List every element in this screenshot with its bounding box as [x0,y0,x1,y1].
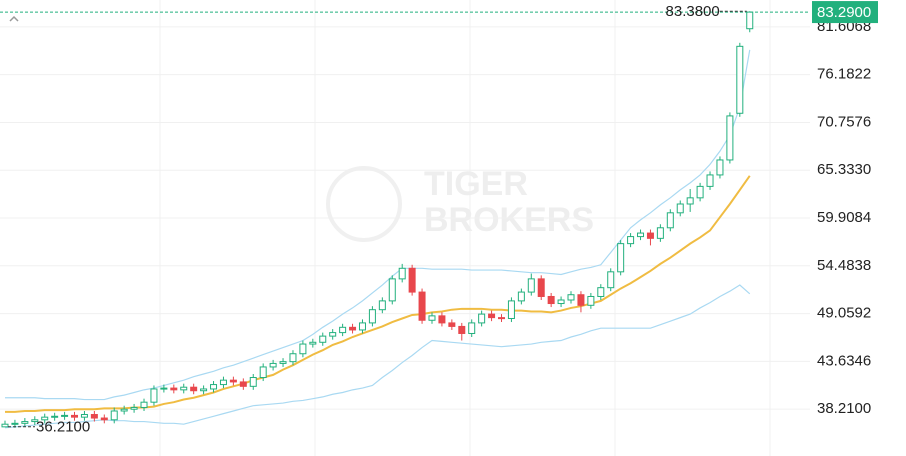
candle-body [607,271,615,289]
candle-body [597,287,605,297]
candle-body [488,313,496,319]
candle-body [170,387,178,391]
candle-body [358,322,366,331]
candle-body [90,414,98,419]
candle-body [180,386,188,391]
y-tick-label: 70.7576 [817,113,871,130]
candle-body [31,419,39,423]
candle-body [468,322,476,334]
candle-body [438,315,446,324]
candle-body [498,317,505,320]
overlay-line [4,284,751,429]
candle-body [617,243,625,273]
candle-body [1,423,9,428]
candle-body [706,174,714,187]
y-tick-label: 38.2100 [817,400,871,417]
candle-body [646,232,654,239]
candle-body [41,416,49,421]
candle-body [656,227,664,239]
vertical-grid [159,0,771,456]
candle-body [398,267,406,280]
high-label: 83.3800 [666,3,720,20]
candle-body [627,236,635,245]
y-tick-label: 43.6346 [817,352,871,369]
candle-body [299,343,307,355]
candle-body [736,45,744,114]
candle-body [21,421,29,424]
candle-body [637,232,645,238]
watermark: BROKERS [424,201,594,239]
candle-body [11,422,19,425]
candle-body [100,417,108,421]
candle-body [200,388,208,392]
candle-body [190,386,198,392]
candle-body [80,414,88,418]
candle-body [378,300,386,311]
candle-body [368,309,376,324]
candle-body [478,313,486,324]
candle-body [696,185,704,199]
candle-body [71,414,79,418]
watermark: TIGER [424,165,528,203]
candle-body [349,326,357,331]
candle-body [140,401,148,408]
candle-body [289,353,297,363]
candle-body [160,387,168,390]
y-tick-label: 76.1822 [817,66,871,83]
low-label: 36.2100 [36,419,90,436]
candle-body [418,291,426,321]
overlay-line [5,49,751,401]
overlay-line [5,175,751,413]
candle-body [339,326,347,334]
candle-body [557,299,565,305]
candle-body [219,379,227,386]
candle-body [259,366,267,379]
candle-body [527,278,535,293]
candle-body [130,406,138,410]
candle-body [329,332,337,337]
candle-body [587,295,595,306]
candle-body [567,294,575,301]
candle-body [517,291,525,302]
collapse-icon[interactable] [9,15,19,22]
candle-body [716,159,724,176]
candle-body [309,341,317,345]
candle-body [110,410,118,421]
y-tick-label: 59.9084 [817,209,871,226]
candle-body [249,377,257,387]
y-tick-label: 54.4838 [817,257,871,274]
candle-body [448,322,456,327]
candle-body [537,278,545,297]
candle-body [388,278,396,302]
candle-body [676,203,684,214]
watermark-logo [326,166,402,242]
last-price-label: 83.2900 [817,4,871,21]
candle-body [458,325,466,334]
y-tick-label: 65.3330 [817,161,871,178]
watermark-circle [326,166,402,242]
candle-body [319,335,327,343]
candle-body [61,414,69,417]
candle-body [269,362,277,368]
candle-body [547,295,555,305]
candle-body [746,11,754,30]
candle-body [428,315,436,321]
candle-body [666,212,674,229]
candle-body [51,415,59,418]
candle-body [210,384,218,390]
y-tick-label: 49.0592 [817,305,871,322]
last-price-badge [812,1,878,24]
candle-body [150,388,158,403]
candle-body [577,294,585,306]
candle-body [408,267,416,293]
candle-body [239,381,247,387]
candle-body [686,197,694,205]
candle-body [726,115,734,161]
candle-body [120,408,128,412]
candle-body [507,300,515,320]
candle-body [229,379,237,383]
candle-body [279,361,287,364]
